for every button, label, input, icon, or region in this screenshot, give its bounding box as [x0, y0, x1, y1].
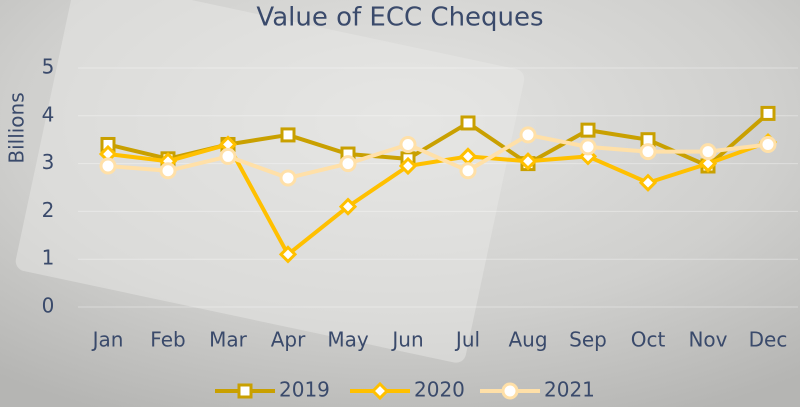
x-tick-label: Dec	[749, 328, 788, 352]
x-tick-label: Feb	[150, 328, 185, 352]
x-tick-label: Aug	[508, 328, 547, 352]
legend-label: 2020	[414, 378, 465, 402]
marker	[503, 384, 517, 398]
marker	[462, 117, 474, 129]
marker	[641, 145, 655, 159]
x-tick-label: Jun	[390, 328, 423, 352]
marker	[281, 171, 295, 185]
marker	[239, 385, 251, 397]
x-tick-label: Jan	[91, 328, 124, 352]
chart-title: Value of ECC Cheques	[256, 3, 543, 33]
y-tick-label: 2	[42, 198, 55, 222]
marker	[161, 164, 175, 178]
x-tick-label: May	[327, 328, 369, 352]
marker	[221, 149, 235, 163]
x-tick-label: Mar	[209, 328, 248, 352]
y-tick-label: 5	[42, 55, 55, 79]
marker	[521, 128, 535, 142]
marker	[761, 137, 775, 151]
y-tick-label: 0	[42, 294, 55, 318]
y-tick-label: 3	[42, 150, 55, 174]
x-tick-label: Oct	[631, 328, 666, 352]
marker	[762, 107, 774, 119]
chart: Value of ECC Cheques Billions 0 1 2 3 4 5 Jan F…	[0, 0, 800, 407]
marker	[461, 164, 475, 178]
x-tick-label: Sep	[569, 328, 607, 352]
x-tick-label: Apr	[271, 328, 306, 352]
x-tick-label: Nov	[688, 328, 727, 352]
y-axis-label: Billions	[5, 92, 29, 163]
marker	[581, 140, 595, 154]
y-tick-label: 1	[42, 246, 55, 270]
marker	[341, 157, 355, 171]
y-tick-label: 4	[42, 102, 55, 126]
marker	[401, 137, 415, 151]
legend-label: 2019	[279, 378, 330, 402]
marker	[101, 159, 115, 173]
x-tick-label: Jul	[454, 328, 480, 352]
marker	[701, 145, 715, 159]
marker	[582, 124, 594, 136]
marker	[282, 129, 294, 141]
legend-label: 2021	[544, 378, 595, 402]
